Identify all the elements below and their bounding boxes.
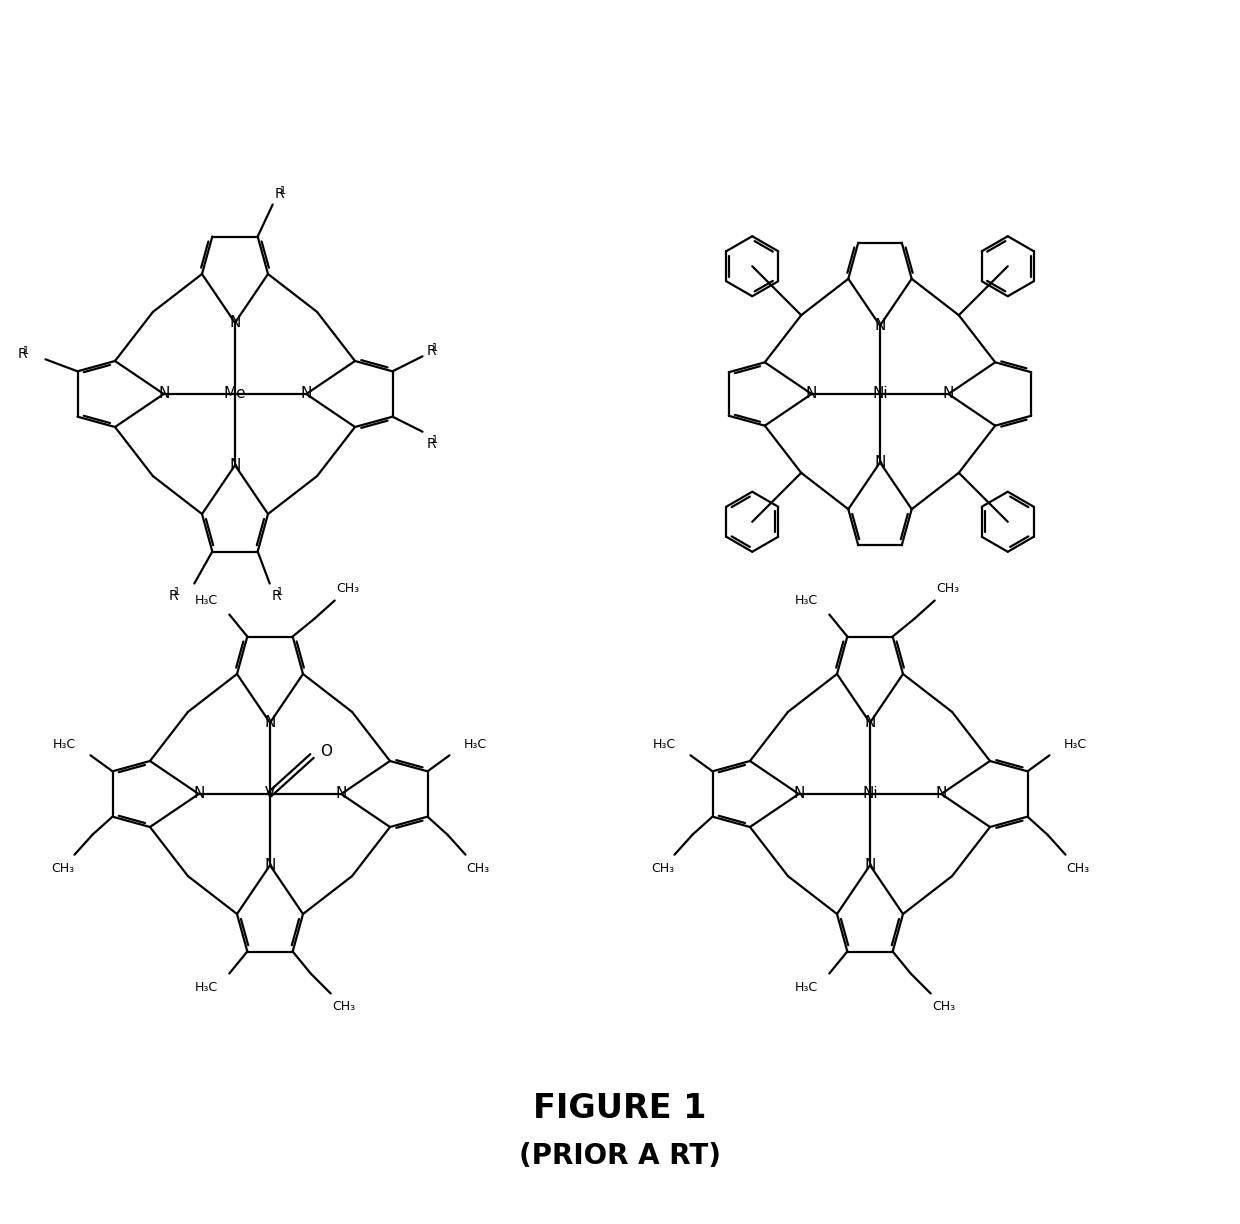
Text: CH₃: CH₃ — [936, 581, 960, 595]
Text: CH₃: CH₃ — [931, 1000, 955, 1012]
Text: H₃C: H₃C — [53, 738, 76, 752]
Text: N: N — [942, 387, 954, 401]
Text: Ni: Ni — [872, 387, 888, 401]
Text: H₃C: H₃C — [652, 738, 676, 752]
Text: H₃C: H₃C — [1064, 738, 1087, 752]
Text: N: N — [864, 858, 875, 873]
Text: 1: 1 — [24, 346, 29, 356]
Text: N: N — [229, 458, 241, 472]
Text: H₃C: H₃C — [195, 594, 218, 607]
Text: Me: Me — [223, 387, 247, 401]
Text: FIGURE 1: FIGURE 1 — [533, 1093, 707, 1126]
Text: CH₃: CH₃ — [466, 862, 489, 875]
Text: CH₃: CH₃ — [51, 862, 74, 875]
Text: CH₃: CH₃ — [651, 862, 675, 875]
Text: N: N — [264, 858, 275, 873]
Text: H₃C: H₃C — [795, 594, 818, 607]
Text: R: R — [272, 589, 281, 602]
Text: N: N — [264, 715, 275, 731]
Text: O: O — [320, 744, 332, 760]
Text: R: R — [427, 344, 436, 359]
Text: R: R — [169, 589, 177, 602]
Text: R: R — [17, 348, 27, 361]
Text: N: N — [806, 387, 817, 401]
Text: 1: 1 — [174, 588, 180, 597]
Text: N: N — [157, 387, 170, 401]
Text: (PRIOR A RT): (PRIOR A RT) — [520, 1142, 720, 1170]
Text: V: V — [265, 787, 275, 802]
Text: R: R — [275, 187, 284, 202]
Text: N: N — [874, 455, 885, 470]
Text: N: N — [794, 787, 805, 802]
Text: N: N — [229, 316, 241, 330]
Text: 1: 1 — [432, 343, 438, 353]
Text: 1: 1 — [280, 186, 286, 196]
Text: N: N — [935, 787, 947, 802]
Text: N: N — [336, 787, 347, 802]
Text: N: N — [874, 318, 885, 333]
Text: H₃C: H₃C — [464, 738, 487, 752]
Text: 1: 1 — [278, 588, 283, 597]
Text: N: N — [300, 387, 312, 401]
Text: Ni: Ni — [862, 787, 878, 802]
Text: H₃C: H₃C — [795, 980, 818, 994]
Text: 1: 1 — [432, 436, 438, 446]
Text: CH₃: CH₃ — [332, 1000, 355, 1012]
Text: R: R — [427, 437, 436, 450]
Text: CH₃: CH₃ — [336, 581, 360, 595]
Text: N: N — [193, 787, 205, 802]
Text: H₃C: H₃C — [195, 980, 218, 994]
Text: N: N — [864, 715, 875, 731]
Text: CH₃: CH₃ — [1066, 862, 1089, 875]
